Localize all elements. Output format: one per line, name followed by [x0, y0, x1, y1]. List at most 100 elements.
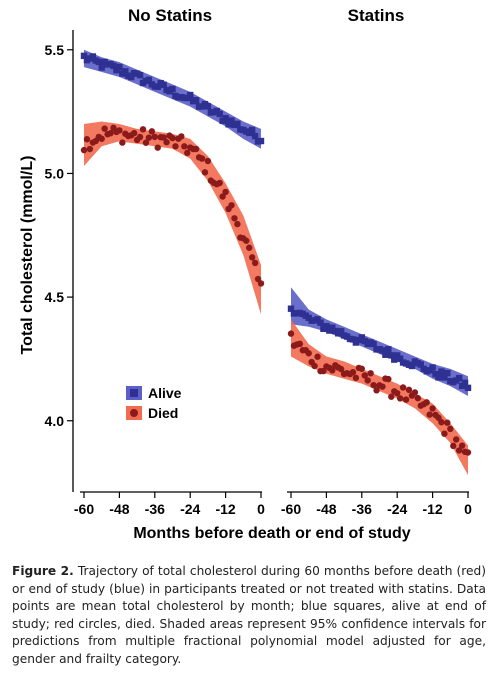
panel-title-no-statins: No Statins — [128, 6, 212, 25]
point-died-p0-m-4 — [246, 244, 253, 251]
point-alive-p1-m-36 — [358, 334, 365, 341]
y-tick-label-2: 5.0 — [45, 165, 65, 181]
point-alive-p1-m-25 — [391, 356, 398, 363]
caption-label: Figure 2. — [12, 564, 74, 578]
point-died-p0-m-47 — [119, 139, 126, 146]
point-alive-p1-m-9 — [438, 368, 445, 375]
point-died-p0-m-48 — [116, 127, 123, 134]
point-died-p0-m-35 — [154, 144, 161, 151]
point-died-p0-m0 — [257, 280, 265, 287]
point-died-p1-m-60 — [287, 330, 295, 337]
x-tick-label-p1-0: -60 — [281, 501, 301, 517]
point-alive-p0-m-48 — [116, 63, 123, 71]
point-died-p0-m-29 — [172, 143, 179, 150]
point-alive-p1-m-32 — [370, 340, 377, 348]
data-points — [80, 52, 472, 456]
point-died-p1-m-7 — [444, 419, 451, 426]
point-alive-p0-m-11 — [225, 121, 232, 128]
point-died-p1-m-51 — [314, 353, 321, 360]
point-died-p1-m-34 — [364, 377, 371, 384]
point-alive-p0-m-38 — [145, 76, 153, 84]
point-alive-p0-m-57 — [89, 53, 97, 60]
cholesterol-trajectory-figure: No Statins Statins Total cholesterol (mm… — [19, 6, 472, 542]
point-died-p0-m-14 — [216, 179, 223, 187]
x-axis-label: Months before death or end of study — [133, 525, 410, 542]
caption-text: Trajectory of total cholesterol during 6… — [12, 564, 487, 666]
point-died-p1-m-22 — [399, 384, 407, 391]
point-died-p0-m-12 — [222, 188, 229, 196]
point-alive-p1-m-26 — [388, 352, 395, 359]
point-died-p0-m-59 — [83, 136, 91, 143]
point-died-p0-m-43 — [130, 129, 138, 137]
point-died-p0-m-60 — [80, 146, 88, 154]
point-alive-p0-m-18 — [204, 103, 212, 110]
point-died-p1-m0 — [464, 449, 472, 456]
point-died-p1-m-13 — [426, 411, 433, 418]
point-died-p1-m-6 — [447, 425, 454, 433]
point-died-p1-m-12 — [429, 405, 436, 412]
x-tick-label-p0-2: -36 — [145, 501, 165, 517]
x-tick-label-p1-4: -12 — [422, 501, 442, 517]
point-alive-p1-m-50 — [317, 319, 324, 326]
legend-marker-died — [130, 409, 138, 417]
point-died-p1-m-8 — [441, 430, 448, 437]
figure-caption: Figure 2. Trajectory of total cholestero… — [12, 563, 486, 668]
point-alive-p0-m-3 — [248, 126, 256, 134]
legend-marker-alive — [130, 389, 138, 397]
point-died-p0-m-3 — [248, 254, 256, 261]
point-alive-p1-m-3 — [455, 374, 463, 382]
point-died-p1-m-31 — [373, 387, 380, 394]
point-alive-p0-m-10 — [228, 117, 235, 124]
point-died-p1-m-57 — [296, 340, 304, 348]
point-died-p0-m-39 — [142, 139, 150, 146]
point-died-p1-m-38 — [352, 374, 360, 382]
x-tick-label-p0-3: -24 — [180, 501, 200, 517]
point-alive-p1-m-16 — [417, 361, 424, 368]
point-died-p1-m-18 — [411, 389, 419, 396]
point-alive-p1-m-51 — [314, 316, 321, 323]
point-alive-p0-m-44 — [128, 73, 135, 81]
point-alive-p0-m-41 — [136, 71, 144, 79]
point-alive-p0-m-30 — [169, 85, 176, 93]
point-alive-p0-m-46 — [122, 68, 129, 75]
point-alive-p1-m-48 — [323, 322, 330, 330]
point-died-p1-m-54 — [305, 350, 312, 357]
point-alive-p0-m-33 — [160, 81, 167, 89]
point-alive-p1-m-12 — [429, 364, 436, 371]
point-alive-p0-m-12 — [222, 115, 229, 122]
x-tick-label-p0-0: -60 — [74, 501, 94, 517]
point-died-p1-m-26 — [388, 393, 395, 400]
legend-label-alive: Alive — [148, 385, 182, 401]
point-died-p0-m-37 — [148, 128, 156, 135]
point-died-p0-m-22 — [192, 145, 200, 153]
point-died-p1-m-32 — [370, 381, 377, 389]
x-tick-label-p0-4: -12 — [215, 501, 235, 517]
x-tick-label-p1-1: -48 — [316, 501, 336, 517]
point-died-p0-m-20 — [198, 155, 206, 162]
point-died-p1-m-27 — [385, 375, 392, 383]
point-alive-p0-m-22 — [192, 97, 200, 104]
point-died-p1-m-52 — [311, 362, 318, 370]
point-died-p0-m-9 — [231, 215, 238, 222]
point-alive-p0-m-50 — [110, 62, 117, 69]
point-alive-p1-m-1 — [461, 379, 469, 387]
point-alive-p1-m-23 — [396, 355, 404, 362]
point-died-p1-m-49 — [320, 367, 327, 375]
x-tick-label-p1-5: 0 — [464, 501, 472, 517]
point-alive-p0-m-60 — [80, 52, 88, 60]
point-died-p1-m-39 — [349, 368, 357, 376]
point-died-p0-m-33 — [160, 134, 167, 141]
legend: Alive Died — [126, 385, 182, 421]
y-tick-label-0: 4.0 — [45, 413, 65, 429]
point-alive-p1-m-19 — [408, 362, 416, 370]
point-alive-p1-m-43 — [337, 328, 345, 335]
point-alive-p1-m-60 — [287, 305, 295, 312]
point-died-p1-m-20 — [405, 386, 413, 394]
point-died-p1-m-46 — [329, 367, 336, 374]
point-died-p0-m-40 — [139, 126, 147, 133]
x-tick-label-p1-3: -24 — [387, 501, 407, 517]
point-died-p0-m-53 — [101, 125, 108, 132]
point-alive-p1-m-27 — [385, 346, 392, 353]
point-died-p1-m-43 — [337, 365, 345, 373]
point-alive-p0-m-2 — [251, 132, 259, 140]
